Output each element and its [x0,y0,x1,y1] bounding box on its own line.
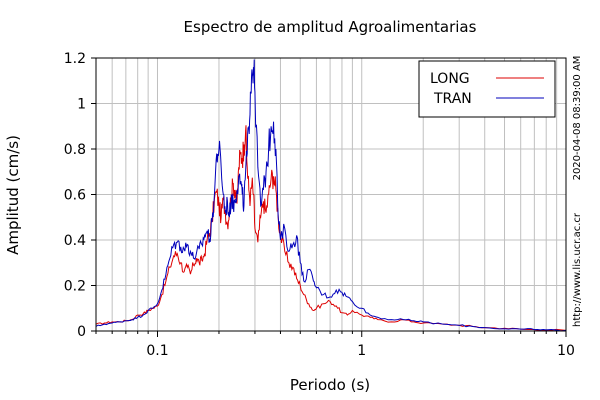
timestamp-label: 2020-04-08 08:39:00 AM [572,56,583,181]
x-tick-label: 0.1 [146,343,168,359]
series-line-tran [95,59,567,332]
legend-label-long: LONG [430,71,470,87]
y-tick-label: 1 [77,97,86,113]
x-tick-label: 1 [357,343,366,359]
source-url-label: http://www.lis.ucr.ac.cr [572,212,583,327]
legend: LONG TRAN [418,60,556,118]
chart-title: Espectro de amplitud Agroalimentarias [184,18,477,36]
legend-label-tran: TRAN [433,91,472,107]
x-tick-label: 10 [557,343,575,359]
y-tick-label: 0.6 [64,188,86,204]
y-axis-label: Amplitud (cm/s) [4,135,22,255]
x-axis-label: Periodo (s) [290,376,370,394]
y-tick-label: 0.2 [64,279,86,295]
series-line-long [95,125,567,332]
y-tick-label: 0 [77,324,86,340]
y-tick-label: 0.8 [64,142,86,158]
y-tick-label: 1.2 [64,51,86,67]
legend-box [418,60,556,118]
series-lines [95,59,567,332]
y-tick-label: 0.4 [64,233,86,249]
axis-ticks: 0 0.2 0.4 0.6 0.8 1 1.2 0.1 1 10 [64,51,575,359]
